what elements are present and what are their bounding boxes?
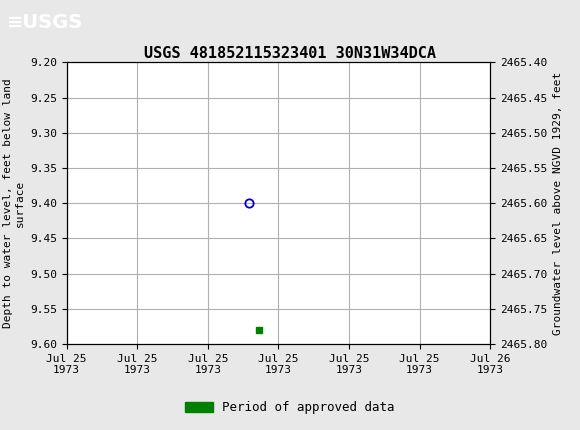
Legend: Period of approved data: Period of approved data — [180, 396, 400, 419]
Text: ≡USGS: ≡USGS — [7, 13, 83, 32]
Y-axis label: Groundwater level above NGVD 1929, feet: Groundwater level above NGVD 1929, feet — [553, 71, 563, 335]
Y-axis label: Depth to water level, feet below land
surface: Depth to water level, feet below land su… — [3, 78, 24, 328]
Text: USGS 481852115323401 30N31W34DCA: USGS 481852115323401 30N31W34DCA — [144, 46, 436, 61]
